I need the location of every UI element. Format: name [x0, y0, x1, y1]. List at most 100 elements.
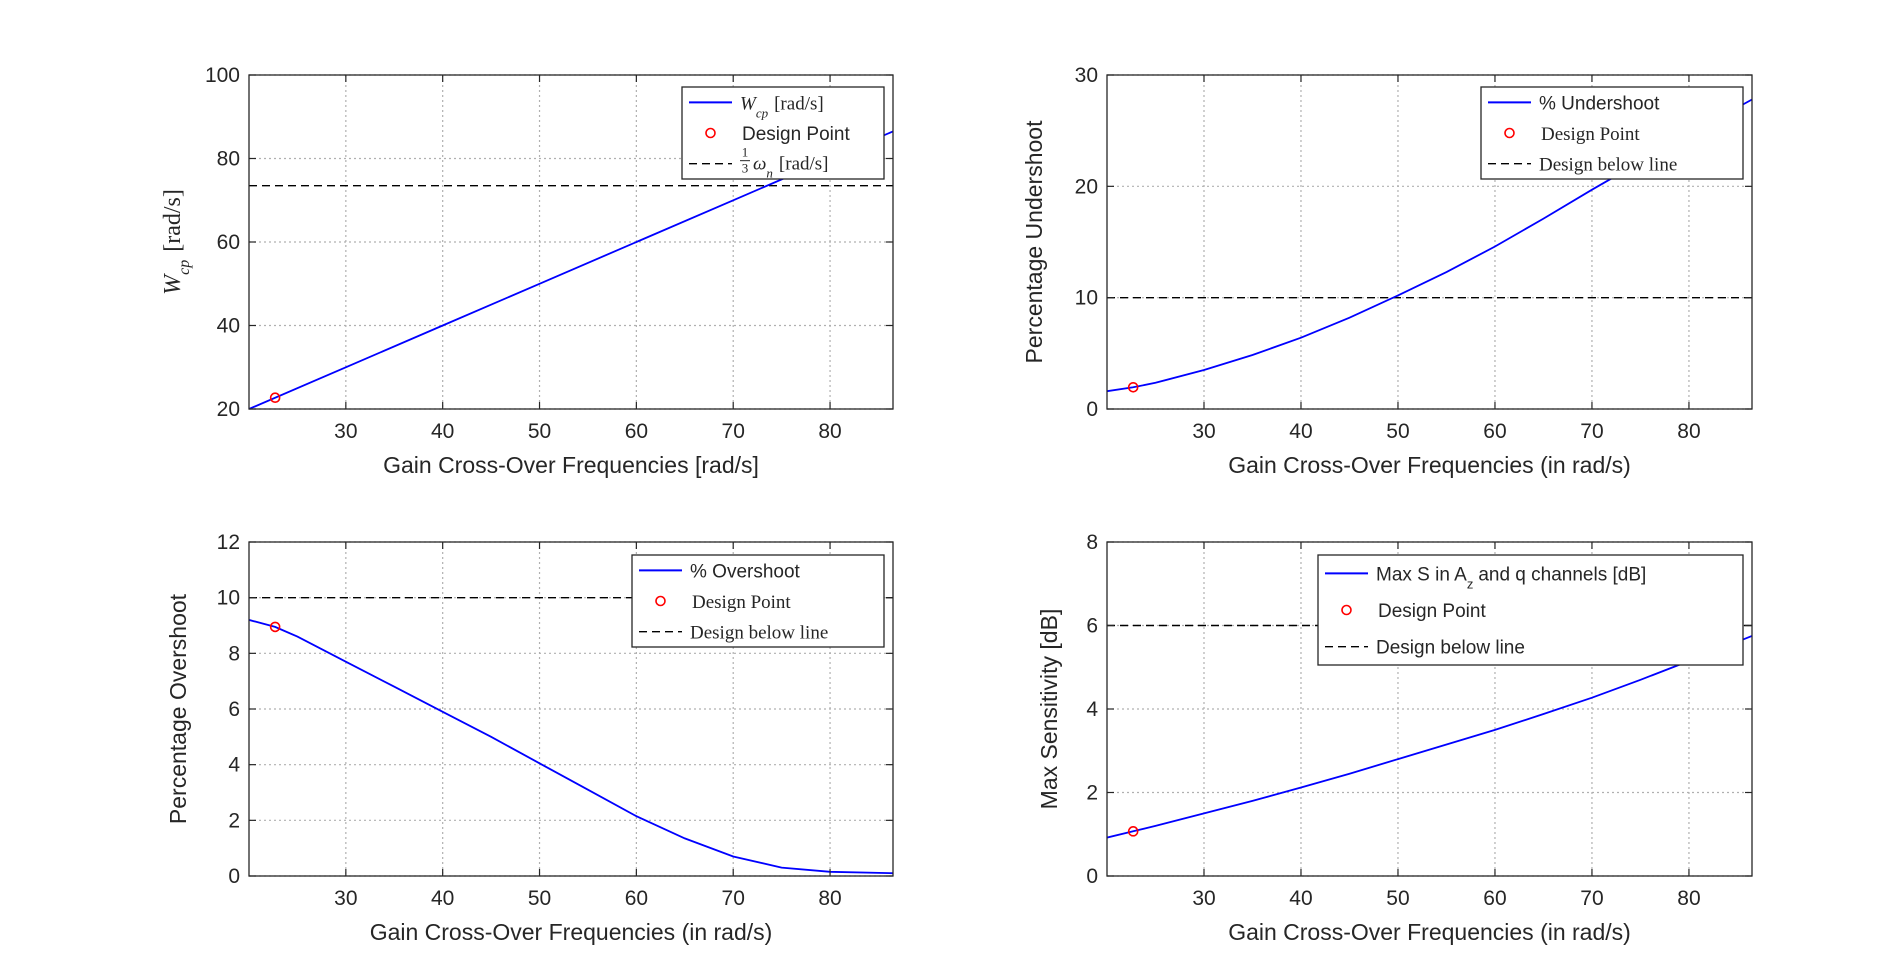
axes-box [1106, 541, 1753, 877]
legend-wcp-main: W [740, 93, 758, 114]
y-axis-label: Max Sensitivity [dB] [1036, 609, 1062, 810]
x-tick-label: 50 [528, 887, 551, 910]
y-tick-label: 20 [217, 398, 240, 421]
x-tick-label: 70 [722, 887, 745, 910]
series-line [249, 619, 893, 875]
legend-entry-max-sensitivity: Max S in Az and q channels [dB] [1376, 564, 1646, 591]
y-tick-label: 2 [228, 809, 240, 832]
plot-sensitivity: 30 40 50 60 70 80 0 2 4 6 8 Gain Cross-Over Freque… [1036, 531, 1753, 945]
y-label-sub: cp [176, 260, 193, 275]
x-axis-label: Gain Cross-Over Frequencies (in rad/s) [1228, 919, 1631, 945]
legend-entry-reference: 1 3 ωn [rad/s] [740, 145, 829, 181]
design-point-marker [1127, 381, 1139, 393]
legend-sens-a: Max S in A [1376, 564, 1467, 585]
y-tick-label: 10 [217, 587, 240, 610]
y-tick-label: 100 [205, 64, 240, 87]
legend-entry-wcp: Wcp [rad/s] [740, 93, 824, 120]
y-tick-label: 0 [1086, 865, 1098, 888]
legend-entry-design-point: Design Point [1378, 601, 1486, 622]
legend-entry-reference: Design below line [690, 623, 828, 644]
y-tick-label: 0 [1086, 398, 1098, 421]
axes-box [248, 74, 894, 410]
y-tick-label: 6 [1086, 615, 1098, 638]
legend: % Undershoot Design Point Design below l… [1480, 86, 1744, 180]
legend-wcp-sub: cp [756, 105, 769, 120]
y-tick-label: 0 [228, 865, 240, 888]
x-tick-label: 40 [1289, 887, 1312, 910]
x-tick-label: 40 [431, 420, 454, 443]
tick-labels: 30 40 50 60 70 80 0 2 4 6 8 10 12 [217, 531, 893, 910]
legend-wcp-unit: [rad/s] [774, 93, 824, 114]
y-tick-label: 80 [217, 148, 240, 171]
x-tick-label: 30 [334, 420, 357, 443]
x-tick-label: 60 [625, 420, 648, 443]
legend-entry-design-point: Design Point [742, 124, 850, 145]
x-axis-label: Gain Cross-Over Frequencies [rad/s] [383, 452, 759, 478]
legend: % Overshoot Design Point Design below li… [631, 554, 885, 648]
series-line [1107, 635, 1752, 839]
legend-point-swatch [655, 595, 666, 607]
legend-entry-undershoot: % Undershoot [1539, 93, 1660, 114]
legend-entry-design-point: Design Point [692, 592, 791, 613]
legend-entry-reference: Design below line [1376, 638, 1525, 659]
x-tick-label: 40 [1289, 420, 1312, 443]
plot-undershoot: 30 40 50 60 70 80 0 10 20 30 Gain Cross-Over Freq… [1021, 64, 1753, 478]
legend-point-swatch [1504, 127, 1515, 139]
x-tick-label: 80 [818, 887, 841, 910]
legend-entry-reference: Design below line [1539, 155, 1677, 176]
y-axis-label: Percentage Undershoot [1021, 120, 1047, 364]
x-tick-label: 70 [1580, 887, 1603, 910]
y-tick-label: 40 [217, 315, 240, 338]
x-tick-label: 50 [528, 420, 551, 443]
legend-point-swatch [1341, 604, 1352, 616]
y-tick-label: 60 [217, 231, 240, 254]
legend-ref-sub: n [766, 165, 773, 180]
x-tick-label: 70 [722, 420, 745, 443]
legend-sens-b: and q channels [dB] [1478, 564, 1646, 585]
x-tick-label: 50 [1386, 887, 1409, 910]
x-tick-label: 60 [1483, 887, 1506, 910]
x-tick-label: 80 [1677, 887, 1700, 910]
legend-ref-text: ωn [rad/s] [753, 154, 829, 181]
legend-ref-main: ω [753, 154, 766, 175]
design-point-marker [269, 621, 281, 633]
design-point-marker [269, 392, 281, 404]
y-label-unit: [rad/s] [160, 189, 186, 252]
x-tick-label: 60 [1483, 420, 1506, 443]
plot-overshoot: 30 40 50 60 70 80 0 2 4 6 8 10 12 Gain Cross-Over Fr… [165, 531, 894, 945]
y-tick-label: 12 [217, 531, 240, 554]
legend-sens-sub: z [1467, 576, 1474, 591]
y-label-main: W [160, 273, 186, 295]
legend-entry-overshoot: % Overshoot [690, 561, 801, 582]
plot-wcp: 30 40 50 60 70 80 20 40 60 80 100 Gain Cross-Over … [160, 64, 894, 478]
x-tick-label: 30 [1192, 887, 1215, 910]
legend-point-swatch [705, 127, 716, 139]
legend-frac-den: 3 [742, 161, 749, 176]
x-tick-label: 50 [1386, 420, 1409, 443]
legend: Max S in Az and q channels [dB] Design Po… [1317, 554, 1744, 666]
x-tick-label: 40 [431, 887, 454, 910]
y-axis-label: Percentage Overshoot [165, 593, 191, 824]
y-tick-label: 2 [1086, 782, 1098, 805]
legend-entry-design-point: Design Point [1541, 124, 1640, 145]
y-tick-label: 4 [1086, 698, 1098, 721]
legend-box [1317, 554, 1744, 666]
design-point-marker [1127, 826, 1139, 837]
y-tick-label: 6 [228, 698, 240, 721]
tick-labels: 30 40 50 60 70 80 20 40 60 80 100 [205, 64, 893, 443]
x-axis-label: Gain Cross-Over Frequencies (in rad/s) [370, 919, 773, 945]
x-axis-label: Gain Cross-Over Frequencies (in rad/s) [1228, 452, 1631, 478]
x-tick-label: 30 [1192, 420, 1215, 443]
y-tick-label: 8 [1086, 531, 1098, 554]
x-tick-label: 80 [818, 420, 841, 443]
x-tick-label: 80 [1677, 420, 1700, 443]
x-tick-label: 70 [1580, 420, 1603, 443]
legend-ref-unit: [rad/s] [779, 154, 829, 175]
y-tick-label: 10 [1075, 287, 1098, 310]
y-axis-label: Wcp [rad/s] [160, 189, 193, 295]
legend-frac-num: 1 [742, 145, 749, 160]
legend: Wcp [rad/s] Design Point 1 3 ωn [rad/s] [681, 86, 885, 181]
y-tick-label: 4 [228, 754, 240, 777]
axes-box [1106, 74, 1753, 410]
